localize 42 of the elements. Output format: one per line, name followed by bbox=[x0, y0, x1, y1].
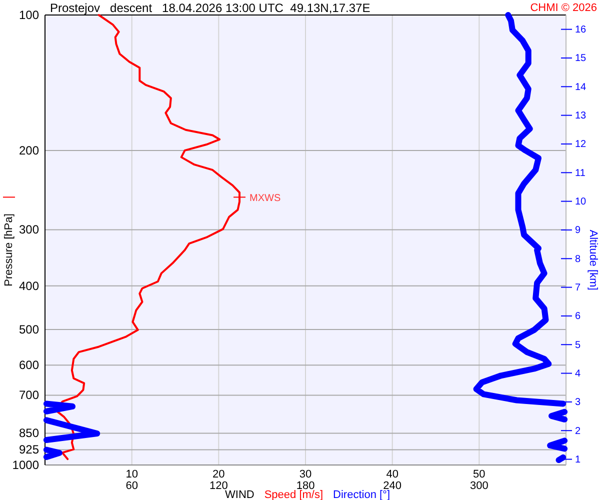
y-tick-label: 400 bbox=[18, 278, 40, 293]
y-tick-label: 200 bbox=[18, 143, 40, 158]
y-tick-label: 100 bbox=[18, 8, 40, 22]
y2-tick-label: 9 bbox=[575, 225, 581, 236]
y2-tick-label: 11 bbox=[575, 168, 586, 179]
y-tick-label: 300 bbox=[18, 222, 40, 237]
y2-tick-label: 8 bbox=[575, 254, 581, 265]
y2-tick-label: 12 bbox=[575, 139, 587, 150]
x-axis-title: WIND bbox=[225, 489, 254, 500]
y2-tick-label: 2 bbox=[575, 426, 581, 437]
text: Direction [°] bbox=[333, 489, 390, 500]
annotation: MXWS bbox=[250, 193, 281, 204]
y2-tick-label: 3 bbox=[575, 397, 581, 408]
x-tick-label: 50 bbox=[473, 468, 486, 480]
text: CHMI © 2026 bbox=[530, 2, 597, 14]
x2-tick-label: 60 bbox=[126, 480, 138, 492]
x-tick-label: 20 bbox=[212, 468, 225, 480]
y2-tick-label: 7 bbox=[575, 282, 581, 294]
y-axis-title: Pressure [hPa] bbox=[3, 214, 15, 286]
x2-tick-label: 300 bbox=[470, 480, 488, 492]
x-tick-label: 10 bbox=[126, 468, 138, 480]
y2-tick-label: 1 bbox=[575, 454, 581, 466]
x2-tick-label: 120 bbox=[209, 480, 228, 492]
chart-title: Prostejov descent 18.04.2026 13:00 UTC 49.13N,17.37E bbox=[50, 1, 370, 15]
y2-tick-label: 4 bbox=[575, 368, 581, 380]
x-tick-label: 30 bbox=[299, 468, 312, 480]
text: Speed [m/s] bbox=[264, 489, 324, 500]
y-tick-label: 500 bbox=[18, 322, 40, 336]
y-tick-label: 700 bbox=[18, 388, 40, 402]
y-tick-label: 600 bbox=[18, 358, 40, 372]
y2-tick-label: 13 bbox=[575, 110, 587, 122]
y-tick-label: 1000 bbox=[12, 458, 40, 472]
y2-tick-label: 16 bbox=[575, 24, 587, 36]
x-tick-label: 40 bbox=[386, 468, 398, 480]
y-tick-label: 850 bbox=[18, 426, 40, 440]
y2-tick-label: 10 bbox=[575, 196, 587, 208]
y2-tick-label: 5 bbox=[575, 340, 581, 351]
y2-tick-label: 6 bbox=[575, 311, 581, 322]
y2-tick-label: 15 bbox=[575, 53, 587, 64]
y-tick-label: 925 bbox=[18, 442, 40, 457]
y2-tick-label: 14 bbox=[575, 82, 587, 93]
y2-axis-title: Altitude [km] bbox=[587, 230, 599, 290]
